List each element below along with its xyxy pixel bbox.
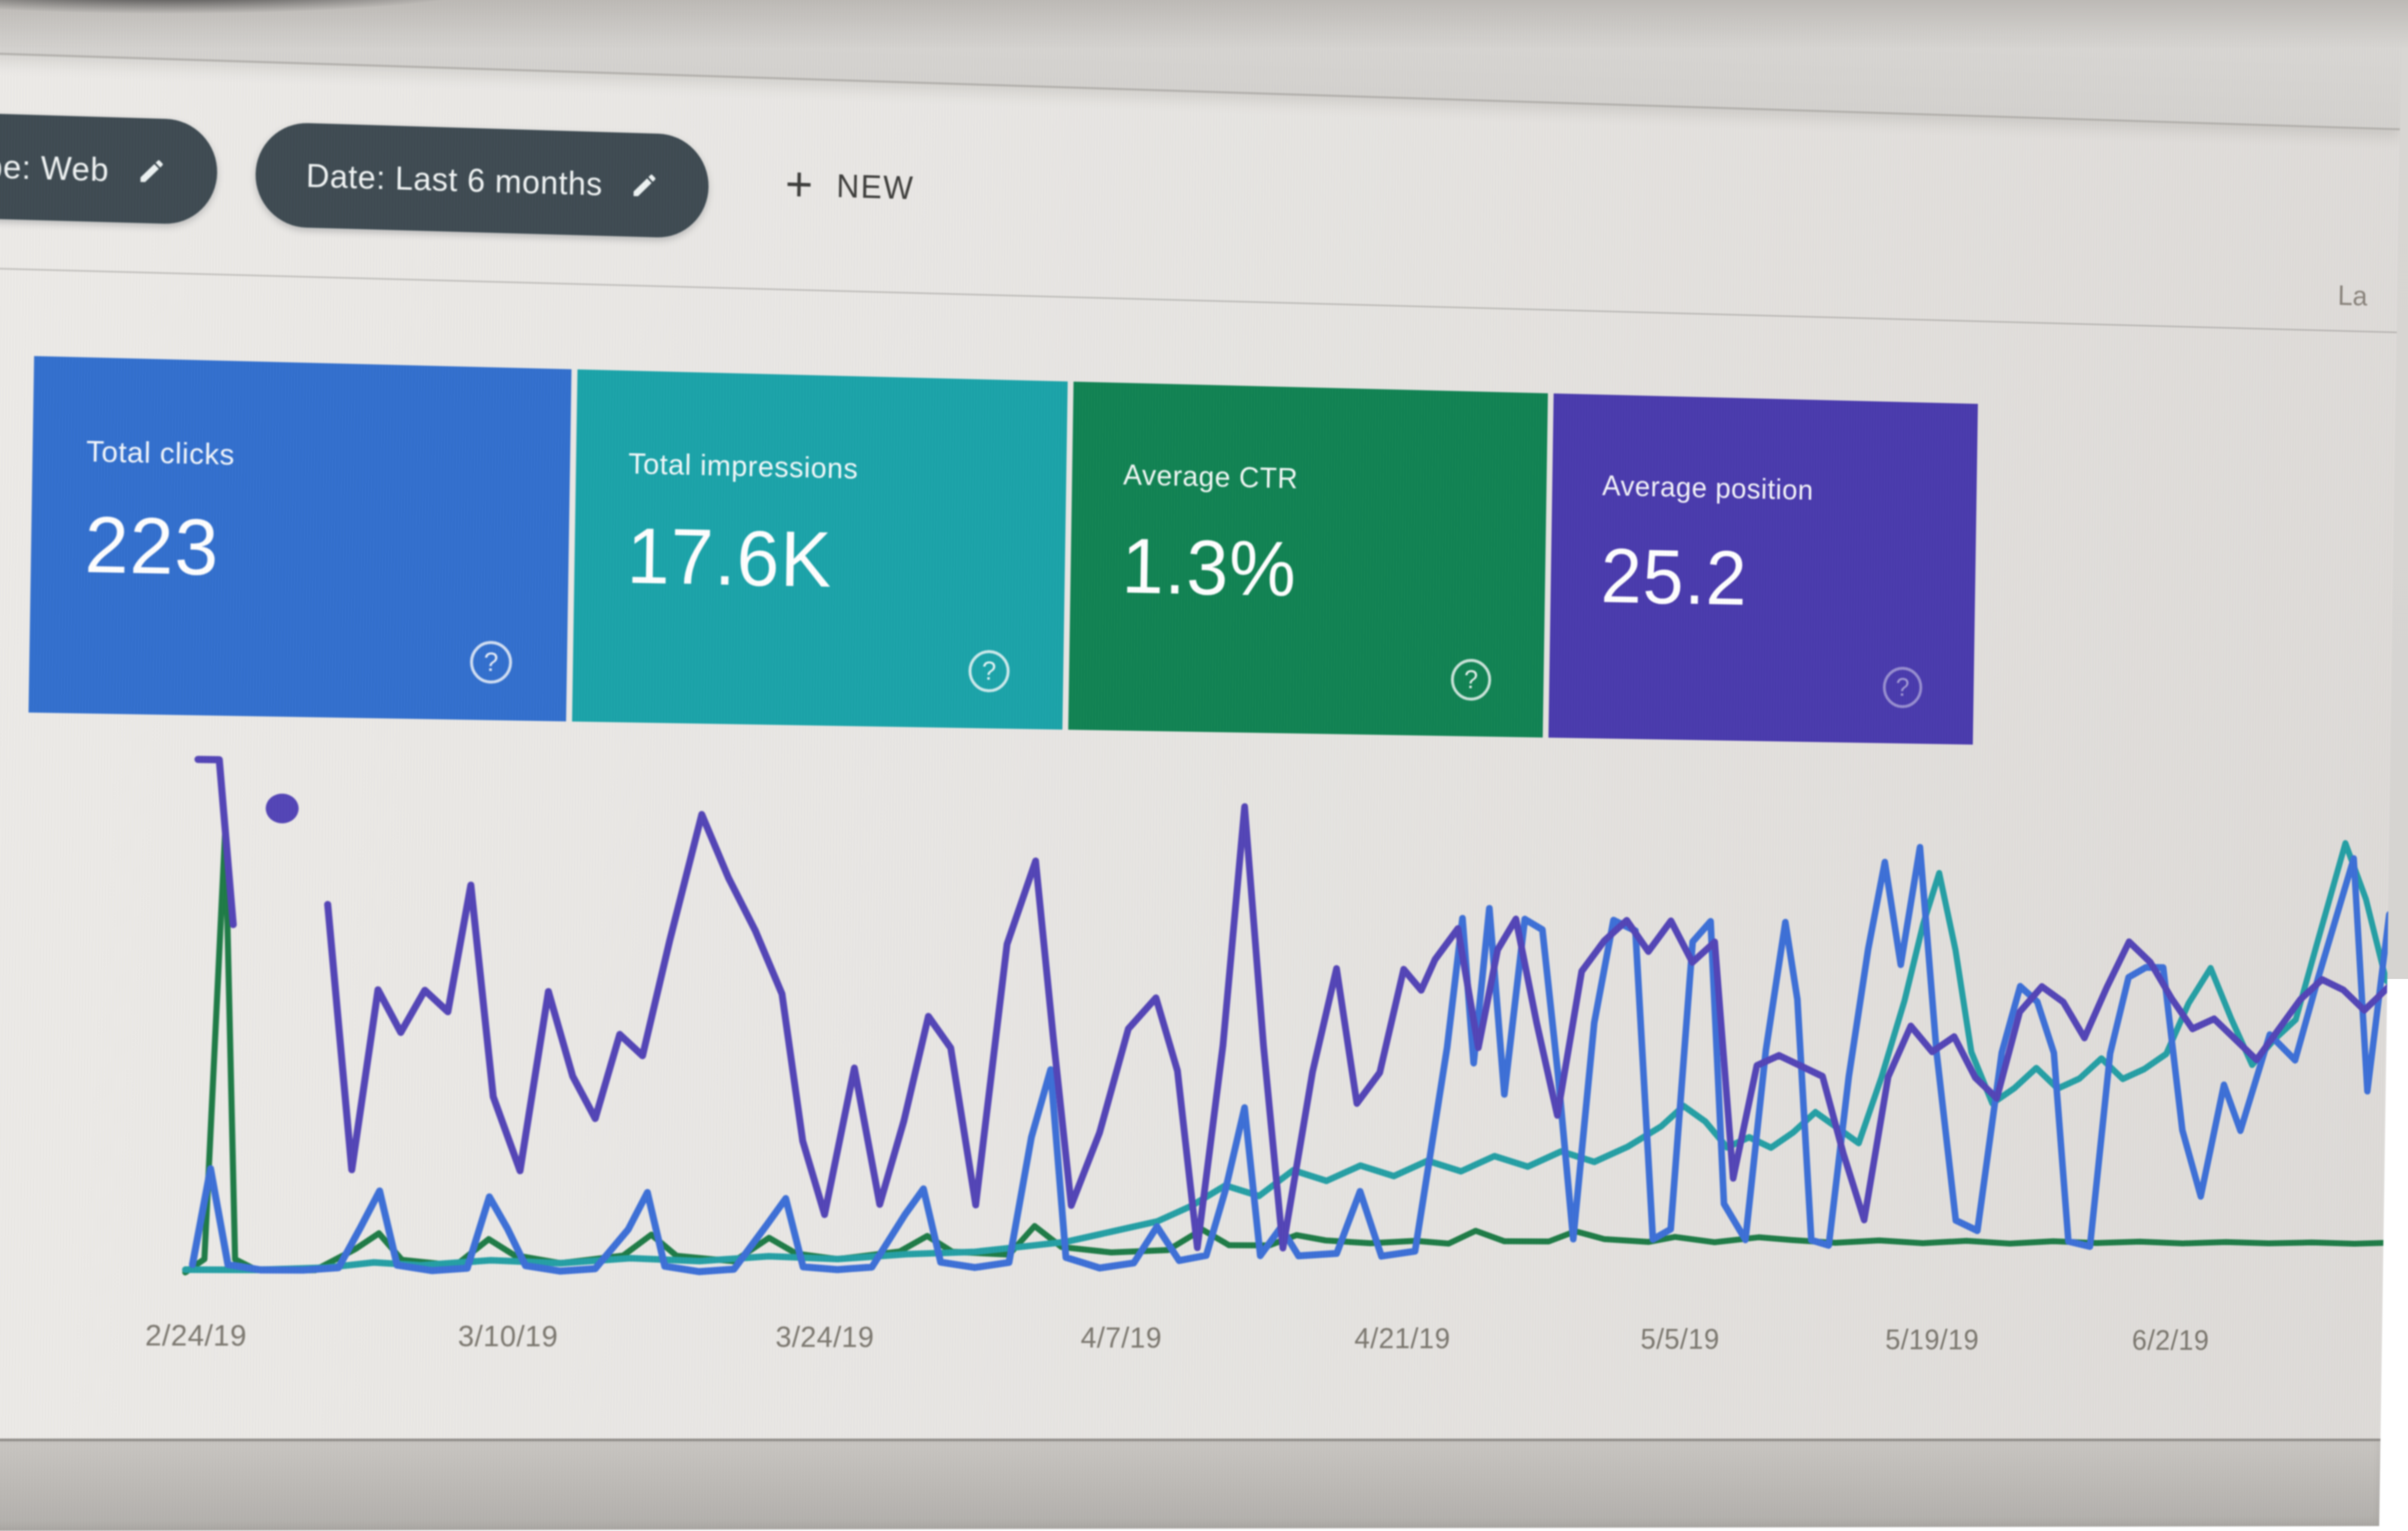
last-updated-truncated-text: La bbox=[2338, 279, 2368, 312]
total-impressions-value: 17.6K bbox=[626, 511, 1065, 609]
average-ctr-label: Average CTR bbox=[1123, 458, 1547, 500]
x-axis-tick-label: 3/24/19 bbox=[775, 1320, 874, 1354]
total-clicks-value: 223 bbox=[84, 499, 570, 600]
series-line-clicks bbox=[193, 823, 2401, 1278]
series-isolated-point-position bbox=[266, 793, 299, 824]
edit-pencil-icon[interactable] bbox=[137, 156, 166, 186]
screen-bottom-edge bbox=[0, 1439, 2380, 1531]
series-line-position bbox=[323, 793, 2401, 1253]
x-axis-tick-label: 5/5/19 bbox=[1640, 1322, 1720, 1356]
help-icon[interactable]: ? bbox=[469, 641, 512, 684]
average-position-card[interactable]: Average position 25.2 ? bbox=[1549, 394, 1978, 745]
plus-icon: + bbox=[785, 160, 813, 210]
new-filter-label: NEW bbox=[836, 167, 915, 207]
search-type-filter-label: type: Web bbox=[0, 146, 109, 189]
browser-chrome-strip bbox=[0, 0, 2401, 130]
performance-chart[interactable] bbox=[185, 743, 2401, 1283]
edit-pencil-icon[interactable] bbox=[630, 170, 659, 200]
series-line-position bbox=[196, 759, 236, 925]
x-axis-tick-label: 6/2/19 bbox=[2132, 1324, 2210, 1357]
average-position-label: Average position bbox=[1602, 469, 1977, 511]
monitor-screen: type: Web Date: Last 6 months + NEW La T… bbox=[0, 0, 2401, 1531]
x-axis-tick-label: 2/24/19 bbox=[145, 1318, 247, 1353]
new-filter-button[interactable]: + NEW bbox=[785, 160, 915, 212]
x-axis-tick-label: 4/21/19 bbox=[1354, 1322, 1451, 1355]
date-range-filter-chip[interactable]: Date: Last 6 months bbox=[255, 122, 709, 239]
search-type-filter-chip[interactable]: type: Web bbox=[0, 111, 218, 225]
filter-bar-divider bbox=[0, 267, 2397, 333]
average-ctr-value: 1.3% bbox=[1121, 521, 1546, 619]
date-range-filter-label: Date: Last 6 months bbox=[306, 157, 603, 203]
help-icon[interactable]: ? bbox=[968, 650, 1010, 693]
performance-chart-svg[interactable] bbox=[185, 743, 2401, 1283]
help-icon[interactable]: ? bbox=[1451, 659, 1491, 701]
metric-cards-row: Total clicks 223 ? Total impressions 17.… bbox=[29, 356, 1978, 744]
average-position-value: 25.2 bbox=[1600, 532, 1976, 627]
help-icon[interactable]: ? bbox=[1883, 666, 1923, 708]
total-impressions-label: Total impressions bbox=[628, 446, 1067, 490]
total-clicks-card[interactable]: Total clicks 223 ? bbox=[29, 356, 572, 721]
total-impressions-card[interactable]: Total impressions 17.6K ? bbox=[572, 369, 1068, 730]
x-axis-labels: 2/24/193/10/193/24/194/7/194/21/195/5/19… bbox=[184, 1318, 2401, 1368]
x-axis-tick-label: 5/19/19 bbox=[1885, 1323, 1980, 1356]
x-axis-tick-label: 3/10/19 bbox=[458, 1319, 558, 1354]
total-clicks-label: Total clicks bbox=[86, 434, 570, 479]
x-axis-tick-label: 4/7/19 bbox=[1080, 1321, 1162, 1355]
average-ctr-card[interactable]: Average CTR 1.3% ? bbox=[1068, 382, 1548, 738]
